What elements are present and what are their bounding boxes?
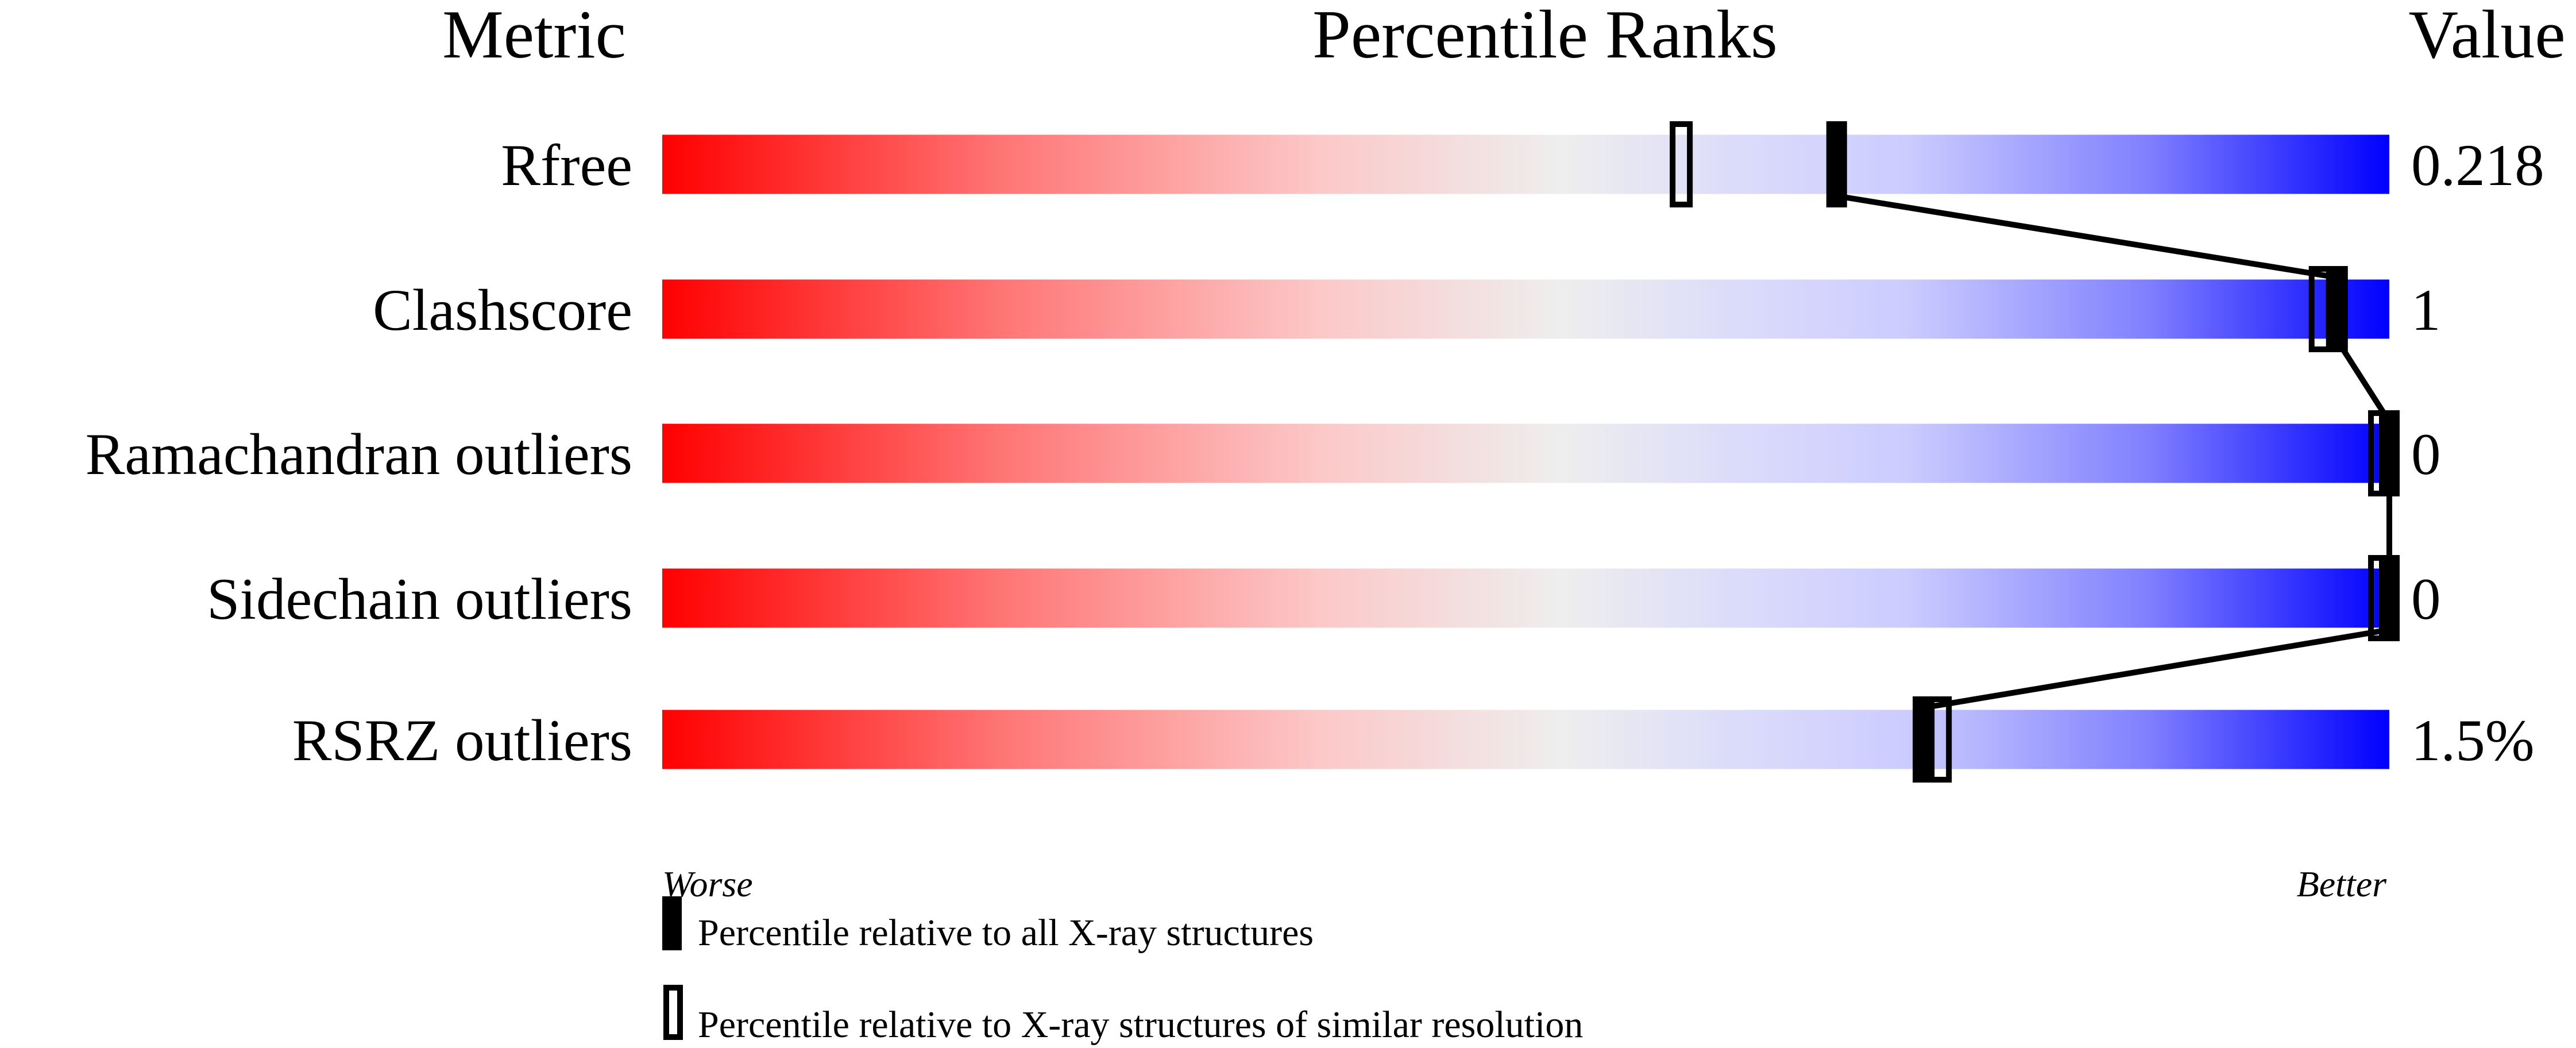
marker-all-structures — [1913, 696, 1934, 783]
marker-all-structures — [2327, 266, 2348, 352]
metric-value: 0 — [2411, 567, 2441, 632]
metric-label: Ramachandran outliers — [86, 422, 632, 487]
percentile-bar — [662, 710, 2389, 769]
metric-row: Rfree 0.218 — [501, 133, 2544, 198]
metric-label: Clashscore — [373, 278, 632, 343]
connector-line — [1922, 627, 2390, 711]
metric-label: RSRZ outliers — [292, 708, 632, 773]
metric-value: 0 — [2411, 422, 2441, 487]
metric-row: Ramachandran outliers 0 — [86, 422, 2441, 487]
metric-value: 1.5% — [2411, 708, 2535, 773]
percentile-bar — [662, 134, 2389, 194]
header-metric: Metric — [442, 0, 626, 72]
axis-better-label: Better — [2297, 864, 2387, 904]
metric-row: Clashscore 1 — [373, 278, 2440, 343]
marker-similar-resolution — [1670, 121, 1693, 207]
metric-value: 1 — [2411, 278, 2441, 343]
legend-open-marker — [663, 985, 683, 1040]
marker-all-structures — [1826, 121, 1847, 207]
header-value: Value — [2408, 0, 2565, 72]
legend-all-label: Percentile relative to all X-ray structu… — [698, 912, 1314, 954]
metric-label: Sidechain outliers — [207, 567, 632, 632]
marker-all-structures — [2379, 555, 2400, 641]
marker-all-structures — [2379, 410, 2400, 496]
connector-line — [2335, 339, 2392, 423]
percentile-bar — [662, 568, 2389, 628]
header-percentile-ranks: Percentile Ranks — [1312, 0, 1778, 72]
percentile-bar — [662, 279, 2389, 339]
metric-row: Sidechain outliers 0 — [207, 567, 2440, 632]
legend-similar-label: Percentile relative to X-ray structures … — [698, 1004, 1583, 1046]
legend-filled-marker — [662, 896, 682, 950]
connector-line — [1836, 193, 2338, 280]
metric-label: Rfree — [501, 133, 632, 198]
metric-value: 0.218 — [2411, 133, 2544, 198]
percentile-bar — [662, 423, 2389, 483]
metric-row: RSRZ outliers 1.5% — [292, 708, 2535, 773]
